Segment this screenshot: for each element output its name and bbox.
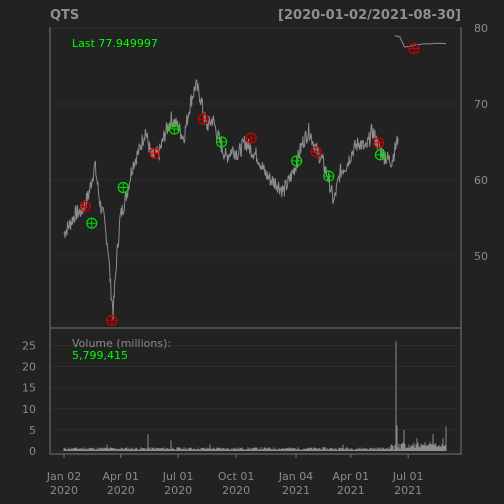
chart-title: QTS <box>50 8 79 23</box>
volume-tick-label: 25 <box>22 339 36 352</box>
buy-signal-marker <box>215 136 228 148</box>
date-range-label: [2020-01-02/2021-08-30] <box>278 8 461 23</box>
sell-signal-marker <box>106 314 118 327</box>
price-line <box>63 79 399 320</box>
x-tick-year: 2021 <box>282 484 310 497</box>
volume-tick-label: 0 <box>29 445 36 458</box>
sell-signal-marker <box>197 113 209 125</box>
sell-signal-marker <box>79 200 92 213</box>
buy-signal-marker <box>168 123 180 135</box>
x-tick-month: Jan 04 <box>278 470 313 483</box>
x-tick-month: Jan 02 <box>46 470 81 483</box>
volume-tick-label: 20 <box>22 361 36 374</box>
signal-markers <box>79 42 420 327</box>
price-line-recent <box>394 35 447 48</box>
sell-signal-marker <box>149 147 161 159</box>
volume-panel-frame <box>49 327 462 455</box>
volume-tick-label: 15 <box>22 382 36 395</box>
volume-tick-label: 10 <box>22 403 36 416</box>
buy-signal-marker <box>86 217 98 229</box>
sell-signal-marker <box>408 42 420 55</box>
x-tick-year: 2021 <box>394 484 422 497</box>
price-tick-label: 80 <box>474 22 488 35</box>
last-price-label: Last 77.949997 <box>72 37 158 50</box>
x-tick-month: Apr 01 <box>102 470 139 483</box>
price-tick-label: 60 <box>474 174 488 187</box>
price-series <box>63 35 447 320</box>
y-axis-ticks: 50 60 70 80 0 5 10 15 20 25 <box>22 22 488 458</box>
price-panel-frame <box>49 27 462 329</box>
grid-lines <box>51 27 460 452</box>
x-tick-month: Apr 01 <box>333 470 370 483</box>
x-tick-year: 2021 <box>337 484 365 497</box>
price-tick-label: 50 <box>474 250 488 263</box>
volume-label: Volume (millions): <box>72 337 171 350</box>
x-tick-month: Oct 01 <box>218 470 255 483</box>
x-tick-year: 2020 <box>164 484 192 497</box>
buy-signal-marker <box>117 181 129 194</box>
x-tick-month: Jul 01 <box>392 470 424 483</box>
sell-signal-marker <box>310 146 322 158</box>
x-tick-year: 2020 <box>50 484 78 497</box>
volume-bars <box>63 341 447 451</box>
price-tick-label: 70 <box>474 98 488 111</box>
x-tick-year: 2020 <box>222 484 250 497</box>
x-tick-month: Jul 01 <box>162 470 194 483</box>
sell-signal-marker <box>372 137 385 149</box>
buy-signal-marker <box>291 155 303 167</box>
volume-tick-label: 5 <box>29 424 36 437</box>
buy-signal-marker <box>374 149 387 161</box>
sell-signal-marker <box>245 132 257 144</box>
volume-value: 5,799,415 <box>72 349 128 362</box>
x-tick-year: 2020 <box>107 484 135 497</box>
buy-signal-marker <box>323 170 335 182</box>
